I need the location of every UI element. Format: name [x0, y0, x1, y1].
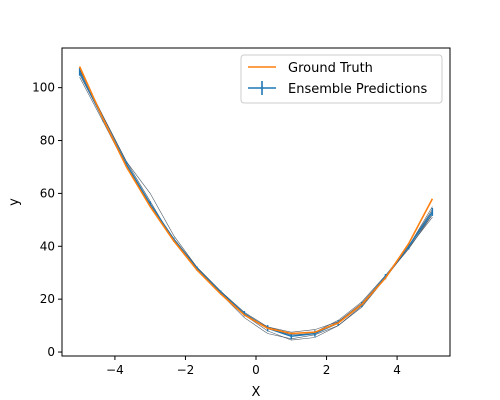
x-axis-ticks: −4 −2 0 2 4 — [106, 356, 401, 377]
y-tick-label: 20 — [40, 292, 55, 306]
legend: Ground Truth Ensemble Predictions — [240, 54, 443, 104]
legend-ensemble-label: Ensemble Predictions — [288, 82, 427, 97]
y-tick-label: 100 — [32, 81, 55, 95]
ground-truth-line — [78, 66, 434, 335]
x-axis-label: X — [252, 385, 261, 400]
x-tick-label: −4 — [106, 363, 124, 377]
y-tick-label: 0 — [47, 345, 55, 359]
x-tick-label: −2 — [177, 363, 195, 377]
x-tick-label: 0 — [252, 363, 260, 377]
legend-ground-truth-label: Ground Truth — [288, 61, 373, 76]
y-axis-label: y — [7, 198, 22, 206]
x-tick-label: 4 — [393, 363, 401, 377]
legend-box — [240, 54, 443, 104]
y-tick-label: 80 — [40, 134, 55, 148]
y-axis-ticks: 0 20 40 60 80 100 — [32, 81, 62, 359]
y-tick-label: 60 — [40, 186, 55, 200]
series-layer — [78, 66, 434, 340]
x-tick-label: 2 — [323, 363, 331, 377]
y-tick-label: 40 — [40, 239, 55, 253]
ensemble-member-line-2 — [79, 69, 433, 340]
